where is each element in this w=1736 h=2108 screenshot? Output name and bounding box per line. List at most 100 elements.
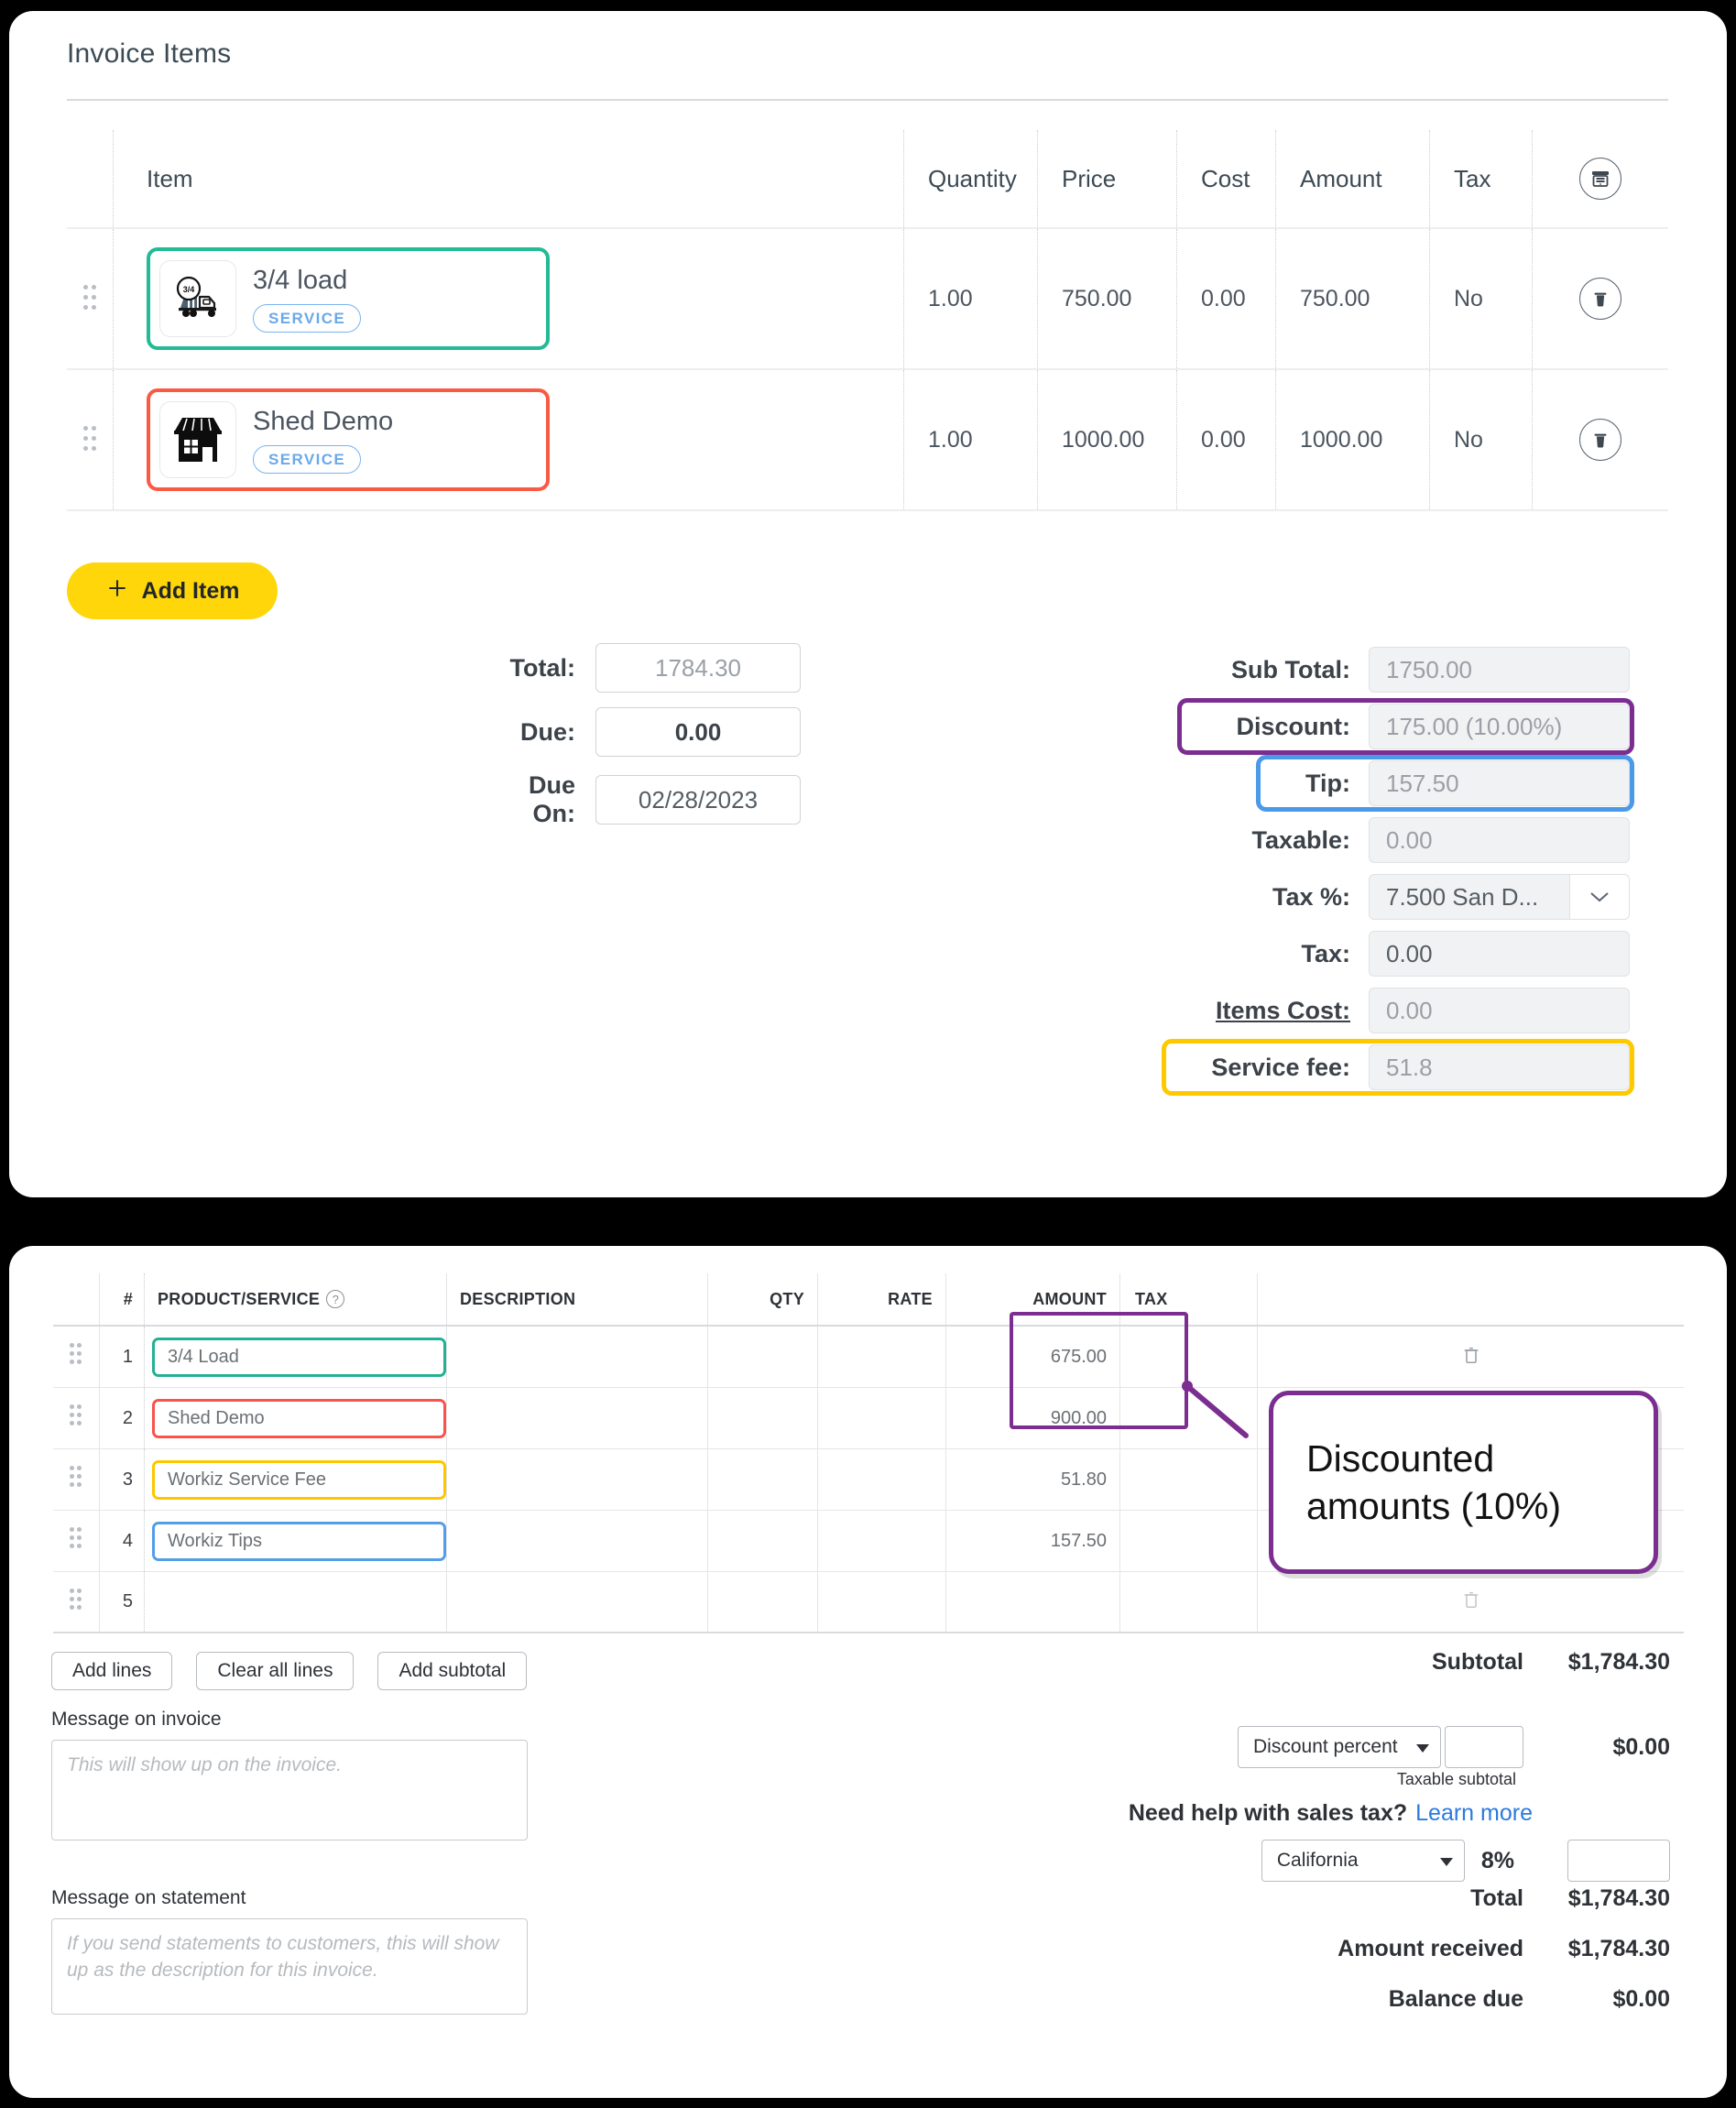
column-number: # <box>123 1289 133 1308</box>
total-row: Total $1,784.30 <box>1029 1885 1670 1912</box>
column-rate: RATE <box>888 1289 933 1308</box>
cell-price: 750.00 <box>1062 285 1132 311</box>
column-tax: TAX <box>1135 1289 1168 1308</box>
list-item[interactable]: 3 Workiz Service Fee 51.80 <box>53 1449 1684 1511</box>
due-on-field[interactable]: 02/28/2023 <box>595 775 801 825</box>
plus-icon <box>105 576 129 606</box>
trash-icon[interactable] <box>1579 419 1621 461</box>
lines-header-row: # PRODUCT/SERVICE ? DESCRIPTION QTY RATE… <box>53 1273 1684 1327</box>
title-divider <box>67 99 1668 101</box>
trash-icon[interactable] <box>1461 1344 1481 1371</box>
drag-handle-icon[interactable] <box>70 1466 82 1493</box>
discount-field[interactable]: 175.00 (10.00%) <box>1369 704 1630 749</box>
learn-more-link[interactable]: Learn more <box>1415 1800 1533 1826</box>
tip-label: Tip: <box>1305 769 1350 797</box>
due-field[interactable]: 0.00 <box>595 707 801 757</box>
message-on-invoice-label: Message on invoice <box>51 1709 222 1730</box>
tax-percent-value: 7.500 San D... <box>1369 874 1569 920</box>
taxable-field[interactable]: 0.00 <box>1369 817 1630 863</box>
line-product-field[interactable]: 3/4 Load <box>152 1337 446 1377</box>
tax-row: Tax: 0.00 <box>1182 925 1634 982</box>
list-item[interactable]: 4 Workiz Tips 157.50 <box>53 1511 1684 1572</box>
item-card-three-quarter-load[interactable]: 3/4 3/4 load SERVICE <box>147 247 550 350</box>
discount-amount-input[interactable] <box>1445 1726 1523 1768</box>
line-amount-field[interactable]: 900.00 <box>1050 1407 1107 1428</box>
line-product-field[interactable]: Workiz Service Fee <box>152 1459 446 1500</box>
tax-percent-select[interactable]: 7.500 San D... <box>1369 874 1630 920</box>
message-on-invoice-input[interactable]: This will show up on the invoice. <box>51 1740 528 1840</box>
add-subtotal-button[interactable]: Add subtotal <box>377 1652 528 1690</box>
line-number: 3 <box>122 1469 133 1490</box>
subtotal-label: Subtotal <box>1432 1649 1523 1675</box>
dump-truck-icon: 3/4 <box>159 260 236 337</box>
sub-total-row: Sub Total: 1750.00 <box>1182 641 1634 698</box>
list-item[interactable]: 1 3/4 Load 675.00 <box>53 1327 1684 1388</box>
list-item[interactable]: 5 <box>53 1572 1684 1633</box>
service-fee-label: Service fee: <box>1211 1053 1350 1081</box>
service-fee-field[interactable]: 51.8 <box>1369 1044 1630 1090</box>
drag-handle-icon[interactable] <box>83 426 96 453</box>
column-amount: AMOUNT <box>1032 1289 1107 1308</box>
summary-group: Subtotal $1,784.30 Discount percent $0.0… <box>1029 1649 1670 2013</box>
drag-handle-icon[interactable] <box>83 285 96 312</box>
cell-cost: 0.00 <box>1201 426 1246 453</box>
sales-tax-help-text: Need help with sales tax? <box>1128 1800 1408 1826</box>
invoice-items-panel: Invoice Items Item Quantity Price Cost A… <box>9 11 1727 1197</box>
clear-all-lines-button[interactable]: Clear all lines <box>196 1652 355 1690</box>
drag-handle-icon[interactable] <box>70 1527 82 1555</box>
chevron-down-icon[interactable] <box>1569 874 1630 920</box>
due-on-label: Due On: <box>528 771 575 827</box>
line-amount-field[interactable]: 51.80 <box>1060 1469 1107 1490</box>
add-lines-button[interactable]: Add lines <box>51 1652 173 1690</box>
line-amount-field[interactable]: 675.00 <box>1050 1346 1107 1367</box>
tax-amount-input[interactable] <box>1567 1840 1670 1882</box>
message-on-invoice-group: Message on invoice This will show up on … <box>51 1709 528 1840</box>
trash-icon[interactable] <box>1579 278 1621 320</box>
archive-icon[interactable] <box>1579 158 1621 200</box>
line-number: 4 <box>122 1530 133 1551</box>
message-on-statement-input[interactable]: If you send statements to customers, thi… <box>51 1918 528 2015</box>
add-item-button[interactable]: Add Item <box>67 562 278 619</box>
item-name: 3/4 load <box>253 265 348 295</box>
list-item[interactable]: 2 Shed Demo 900.00 <box>53 1388 1684 1449</box>
item-card-shed-demo[interactable]: Shed Demo SERVICE <box>147 388 550 491</box>
discount-row: Discount percent $0.00 <box>1029 1726 1670 1768</box>
help-icon[interactable]: ? <box>326 1290 345 1308</box>
tip-field[interactable]: 157.50 <box>1369 760 1630 806</box>
discount-type-select[interactable]: Discount percent <box>1238 1726 1441 1768</box>
callout-text: Discounted amounts (10%) <box>1306 1436 1562 1527</box>
state-select[interactable]: California <box>1261 1840 1465 1882</box>
line-product-field[interactable]: Shed Demo <box>152 1398 446 1438</box>
drag-handle-icon[interactable] <box>70 1404 82 1432</box>
tax-field[interactable]: 0.00 <box>1369 931 1630 977</box>
status-badge: SERVICE <box>253 303 362 333</box>
taxable-label: Taxable: <box>1251 825 1350 854</box>
cell-tax: No <box>1454 426 1483 453</box>
table-row[interactable]: 3/4 3/4 load SERVICE 1.00 750.00 0.00 75… <box>67 229 1668 370</box>
trash-icon[interactable] <box>1461 1589 1481 1615</box>
state-value: California <box>1276 1850 1359 1871</box>
chevron-down-icon <box>1439 1850 1453 1872</box>
total-field[interactable]: 1784.30 <box>595 643 801 693</box>
drag-handle-icon[interactable] <box>70 1343 82 1371</box>
items-cost-label[interactable]: Items Cost: <box>1215 996 1350 1024</box>
cell-amount: 750.00 <box>1300 285 1370 311</box>
message-on-statement-group: Message on statement If you send stateme… <box>51 1887 528 2015</box>
items-cost-field[interactable]: 0.00 <box>1369 988 1630 1033</box>
discount-value: $0.00 <box>1612 1733 1670 1760</box>
sub-total-field[interactable]: 1750.00 <box>1369 647 1630 693</box>
subtotal-value: $1,784.30 <box>1567 1649 1670 1675</box>
item-name: Shed Demo <box>253 406 394 436</box>
total-value: $1,784.30 <box>1567 1885 1670 1911</box>
line-product-field[interactable]: Workiz Tips <box>152 1521 446 1561</box>
message-on-statement-label: Message on statement <box>51 1887 246 1908</box>
line-number: 2 <box>122 1407 133 1428</box>
line-amount-field[interactable]: 157.50 <box>1050 1530 1107 1551</box>
table-row[interactable]: Shed Demo SERVICE 1.00 1000.00 0.00 1000… <box>67 370 1668 511</box>
sub-total-label: Sub Total: <box>1231 655 1350 683</box>
discount-type-value: Discount percent <box>1253 1736 1398 1757</box>
balance-due-row: Balance due $0.00 <box>1029 1986 1670 2013</box>
column-item: Item <box>147 164 193 192</box>
taxable-row: Taxable: 0.00 <box>1182 812 1634 868</box>
drag-handle-icon[interactable] <box>70 1588 82 1616</box>
